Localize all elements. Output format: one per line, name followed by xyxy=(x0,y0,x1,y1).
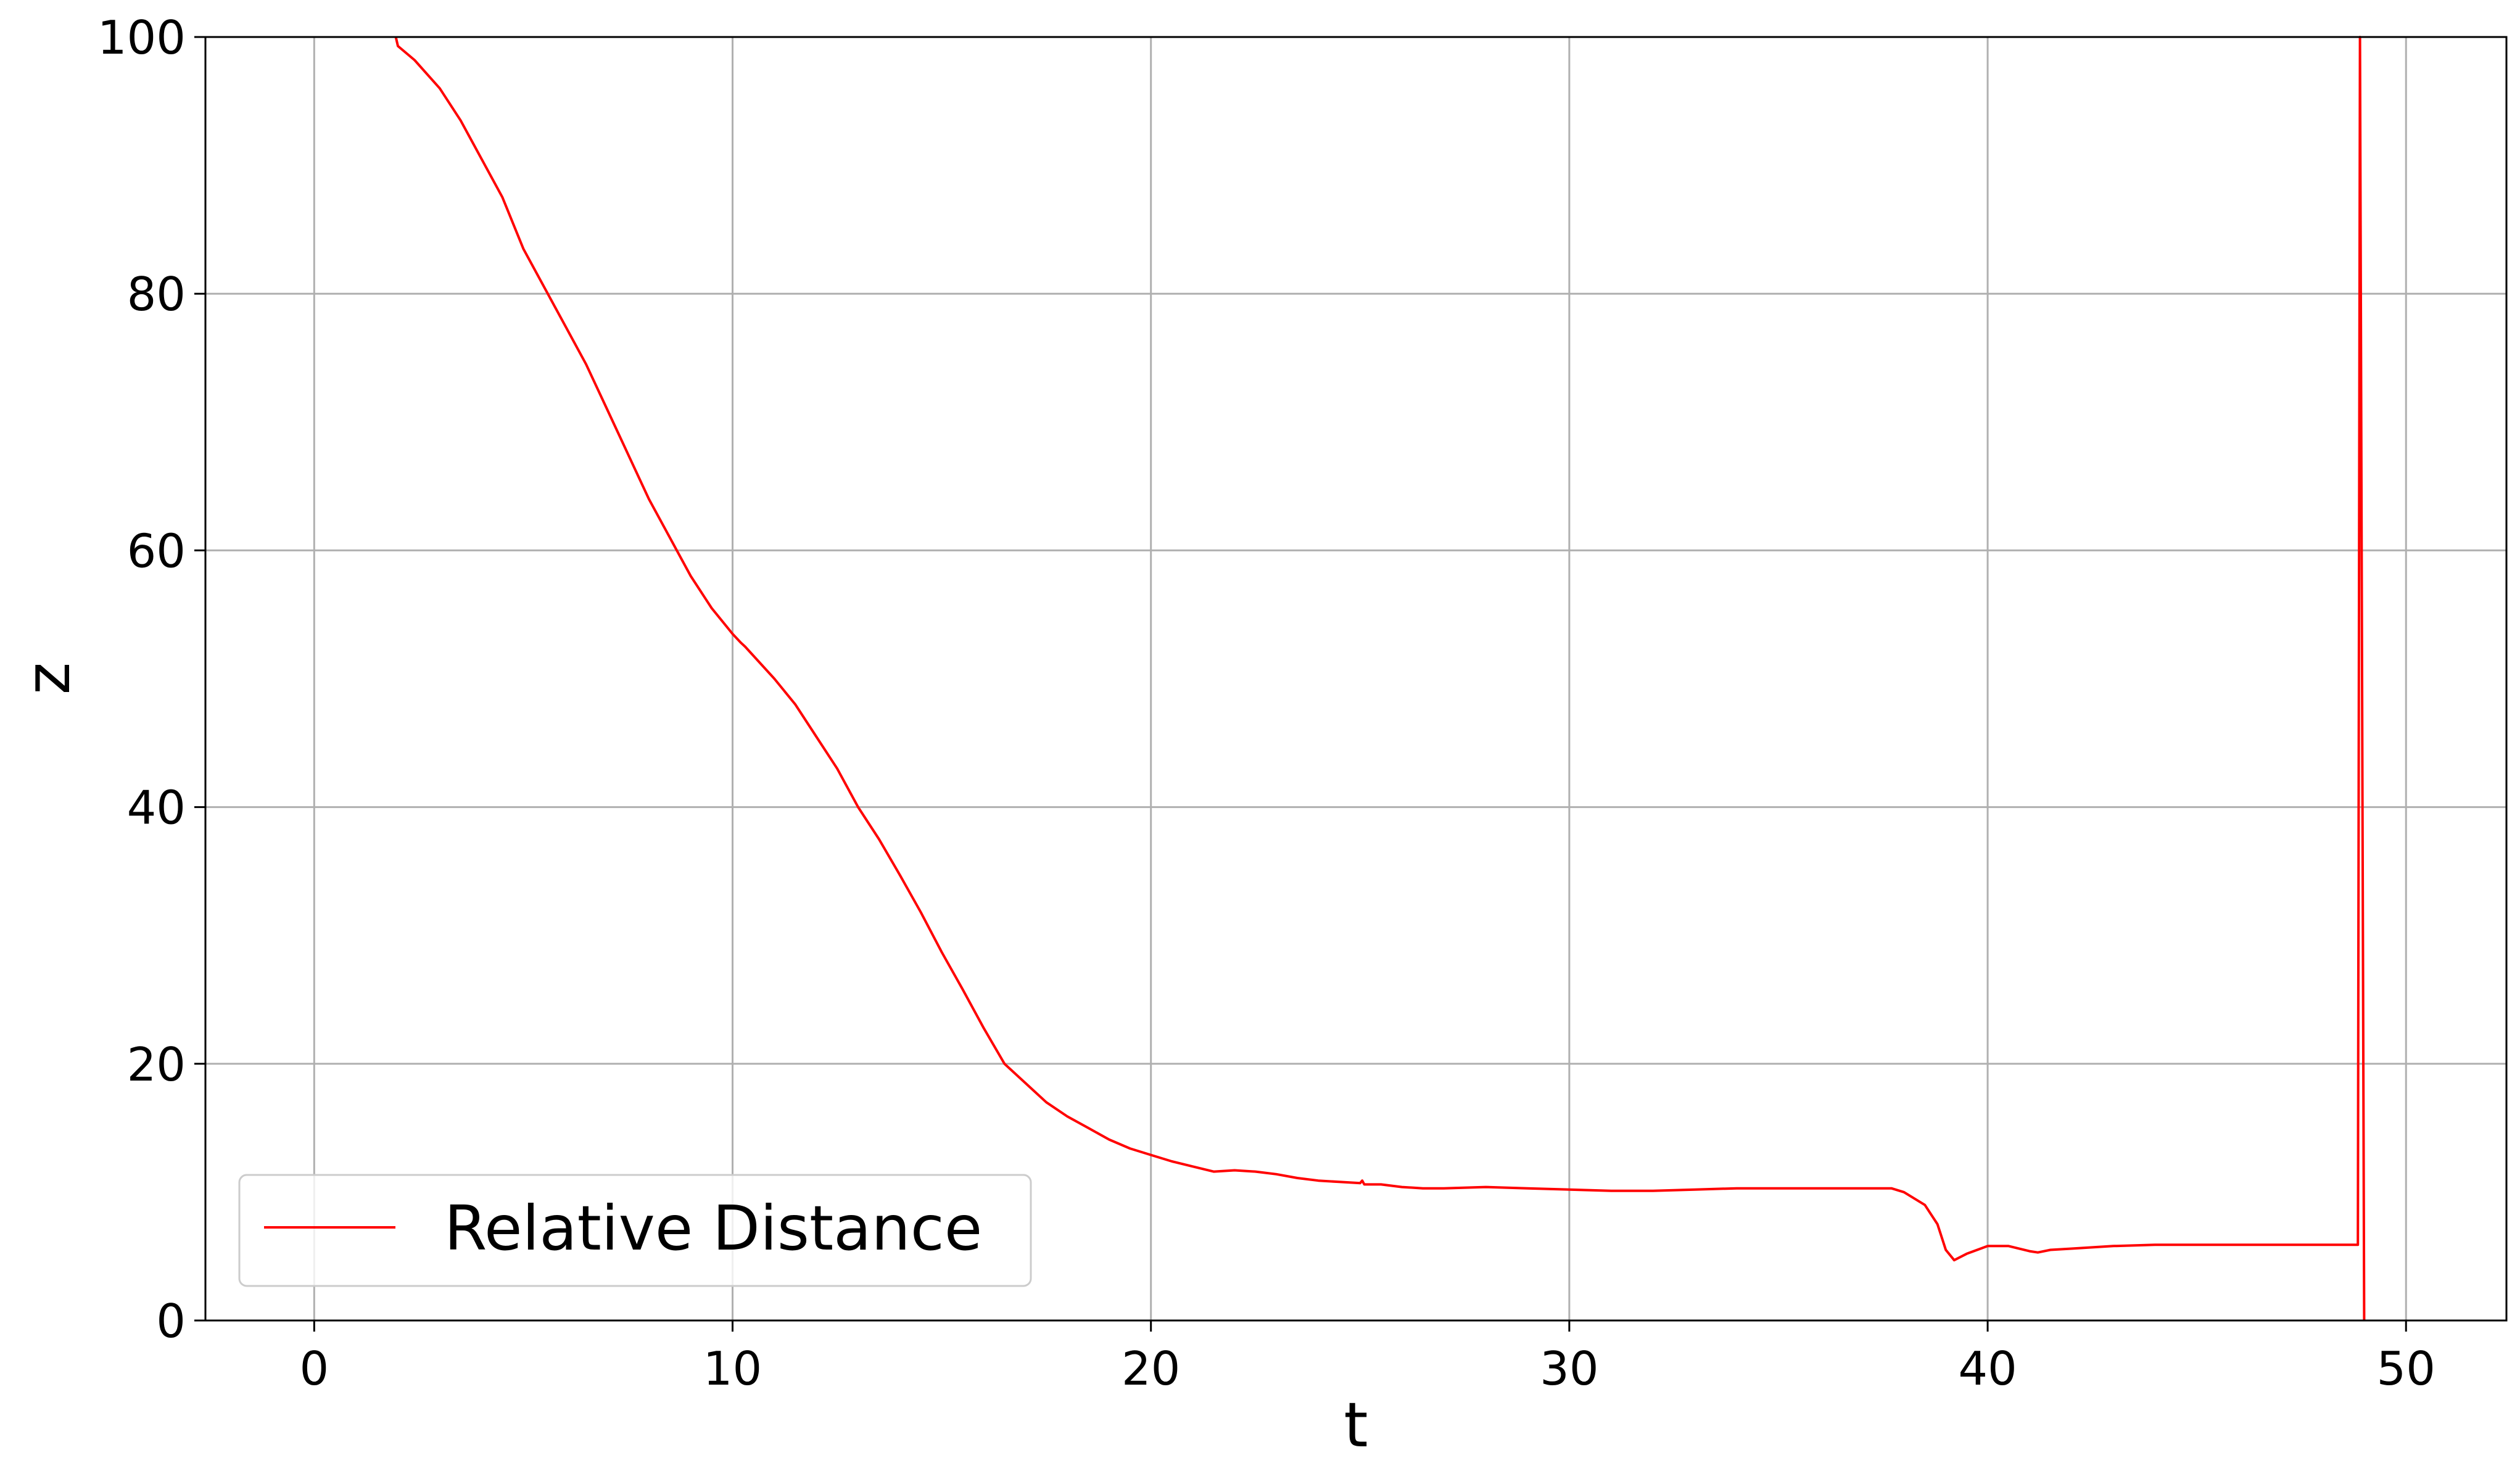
y-tick-label: 100 xyxy=(97,10,186,65)
plot-area xyxy=(394,36,2366,1321)
x-axis-title: t xyxy=(1344,1389,1368,1461)
y-tick-label: 80 xyxy=(127,267,186,321)
y-tick-label: 40 xyxy=(127,781,186,835)
x-tick-label: 0 xyxy=(299,1341,329,1396)
legend-box xyxy=(238,1174,1032,1287)
x-tick-label: 20 xyxy=(1122,1341,1180,1396)
legend-label-relative-distance: Relative Distance xyxy=(444,1192,982,1264)
axis-ticks: 0 10 20 30 40 50 0 20 40 60 80 100 xyxy=(97,10,2435,1396)
y-tick-label: 0 xyxy=(156,1294,186,1348)
legend: Relative Distance xyxy=(238,1174,1032,1287)
x-tick-label: 10 xyxy=(703,1341,762,1396)
x-tick-label: 50 xyxy=(2377,1341,2435,1396)
axes-frame xyxy=(204,36,2508,1322)
y-tick-label: 60 xyxy=(127,524,186,578)
series-line-relative-distance xyxy=(394,36,2366,1321)
y-axis-title: z xyxy=(12,662,84,695)
x-tick-label: 40 xyxy=(1958,1341,2017,1396)
x-tick-label: 30 xyxy=(1540,1341,1598,1396)
y-tick-label: 20 xyxy=(127,1037,186,1092)
